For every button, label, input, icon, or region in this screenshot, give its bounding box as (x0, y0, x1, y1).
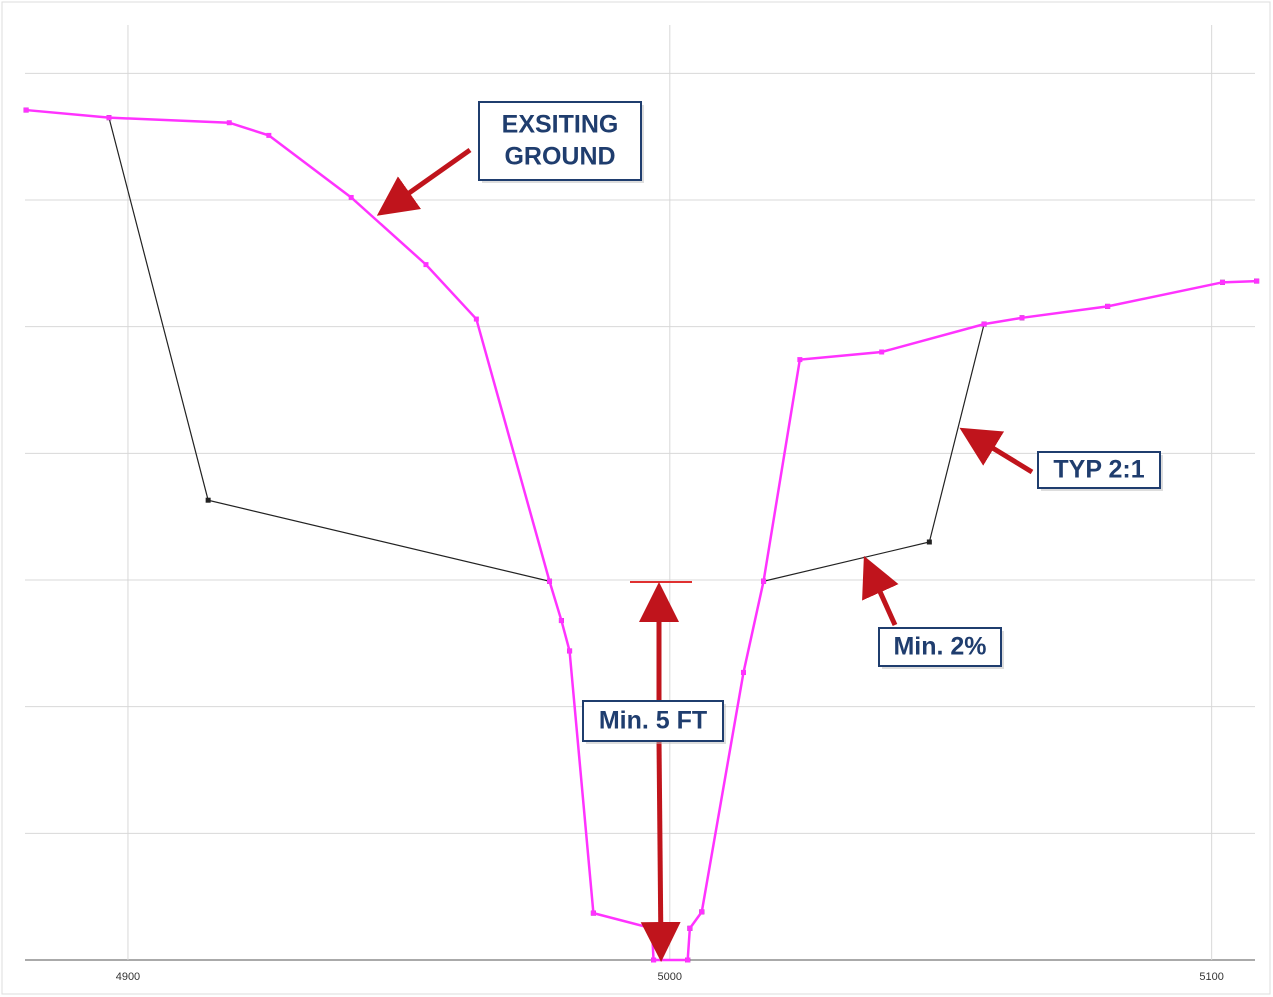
callout-arrow (376, 147, 472, 216)
annotation-text: TYP 2:1 (1053, 456, 1144, 484)
annotation-box (478, 101, 642, 181)
vertex (685, 957, 691, 963)
vertex (879, 349, 885, 355)
vertex (926, 539, 932, 545)
annotation-box (1037, 451, 1161, 489)
annotation: Min. 2% (878, 627, 1004, 669)
vertex (348, 194, 354, 200)
annotation: EXSITING GROUND (478, 101, 644, 183)
vertex (797, 357, 803, 363)
annotation-box (582, 700, 724, 742)
annotation-text: Min. 5 FT (599, 707, 707, 735)
annotation-text: GROUND (504, 143, 615, 171)
vertex (473, 316, 479, 322)
annotation-text: EXSITING (502, 111, 619, 139)
vertex (567, 648, 573, 654)
x-tick-label: 5000 (658, 971, 682, 983)
vertex (761, 578, 767, 584)
vertex (649, 925, 655, 931)
annotation-box (878, 627, 1002, 667)
vertex (1219, 279, 1225, 285)
vertex (106, 115, 112, 121)
vertex (1105, 303, 1111, 309)
callout-arrow (862, 555, 899, 627)
vertex (558, 618, 564, 624)
vertex (651, 957, 657, 963)
dimension-arrow (640, 739, 681, 962)
vertex (226, 120, 232, 126)
annotation: TYP 2:1 (1037, 451, 1163, 491)
vertex (23, 107, 29, 113)
annotation-text: Min. 2% (893, 633, 986, 661)
vertex (423, 262, 429, 268)
vertex (981, 321, 987, 327)
vertex (1254, 278, 1260, 284)
callout-arrow (959, 427, 1034, 475)
vertex (547, 578, 553, 584)
vertex (687, 925, 693, 931)
x-tick-label: 4900 (116, 971, 140, 983)
vertex (205, 497, 211, 503)
vertex (1019, 315, 1025, 321)
vertex (590, 910, 596, 916)
vertex (740, 669, 746, 675)
vertex (266, 132, 272, 138)
x-tick-label: 5100 (1199, 971, 1223, 983)
annotation: Min. 5 FT (582, 700, 726, 744)
vertex (699, 909, 705, 915)
